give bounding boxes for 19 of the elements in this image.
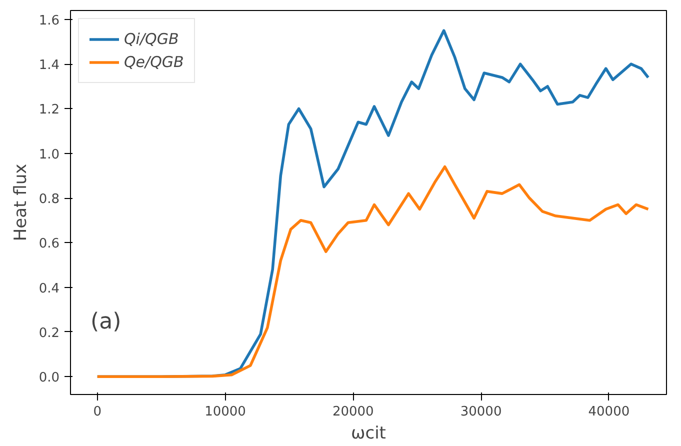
y-tick-label: 0.8 bbox=[38, 192, 60, 208]
y-tick-label: 1.0 bbox=[38, 147, 60, 162]
y-tick-label: 1.4 bbox=[38, 58, 60, 74]
x-axis-title: ωcit bbox=[351, 424, 386, 444]
annotation: (a) bbox=[90, 310, 122, 334]
y-tick-label: 0.2 bbox=[38, 326, 60, 341]
x-tick-label: 40000 bbox=[588, 404, 630, 420]
y-axis-title: Heat flux bbox=[10, 164, 31, 242]
y-tick-label: 0.4 bbox=[38, 281, 60, 296]
x-tick-label: 10000 bbox=[204, 404, 246, 420]
legend-label: Qi/QGB bbox=[124, 30, 179, 48]
y-tick-label: 0.6 bbox=[38, 236, 60, 252]
x-tick-label: 0 bbox=[93, 404, 102, 420]
y-tick-label: 1.2 bbox=[38, 102, 60, 118]
legend-label: Qe/QGB bbox=[124, 53, 184, 71]
x-tick-label: 30000 bbox=[460, 404, 502, 420]
y-tick-label: 0.0 bbox=[38, 370, 60, 386]
y-tick-label: 1.6 bbox=[38, 13, 60, 28]
x-tick-label: 20000 bbox=[332, 404, 374, 420]
